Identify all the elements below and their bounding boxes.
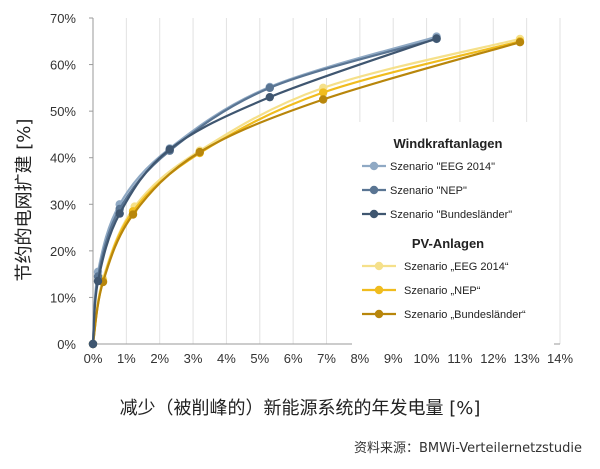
data-point-wind_bl-3 [165,145,174,154]
legend-entry-label: Szenario „Bundesländer“ [404,309,526,321]
legend-box [352,122,554,346]
legend-entry-label: Szenario "NEP" [390,185,467,197]
y-tick-label: 20% [50,244,76,259]
y-tick-label: 50% [50,104,76,119]
x-tick-label: 12% [480,351,506,366]
legend-group-title: Windkraftanlagen [394,136,503,151]
data-point-wind_bl-1 [93,276,103,286]
y-tick-label: 10% [50,290,76,305]
data-point-wind_bl-4 [265,92,274,102]
data-point-wind_nep-4 [265,83,274,93]
x-tick-label: 5% [250,351,269,366]
data-point-pv_bl-3 [195,147,204,157]
x-tick-label: 11% [447,351,472,366]
x-tick-label: 8% [350,351,369,366]
source-note: 资料来源：BMWi-Verteilernetzstudie [354,441,582,456]
x-tick-labels: 0% 1% 2% 3% 4% 5% 6% 7% 8% 9% 10% 11% 12% 13% 14% [84,351,574,366]
data-point-pv_nep-4 [318,88,328,97]
x-tick-label: 14% [547,351,573,366]
legend-swatch-marker [369,209,379,219]
data-point-wind_bl-0 [88,339,98,349]
x-tick-label: 2% [150,351,169,366]
x-tick-label: 10% [414,351,440,366]
legend-swatch-marker [369,161,379,171]
legend-entry-label: Szenario „NEP“ [404,285,481,297]
data-point-wind_bl-5 [432,34,441,43]
x-tick-label: 9% [384,351,403,366]
y-axis-label: 节约的电网扩建 [%] [14,119,35,282]
x-tick-label: 13% [514,351,540,366]
x-tick-label: 7% [317,351,336,366]
y-tick-label: 0% [57,337,76,352]
y-tick-label: 60% [50,58,76,73]
legend-swatch-marker [374,285,384,295]
series-wind_bl [88,34,441,349]
y-tick-label: 30% [50,197,76,212]
legend-swatch-marker [369,185,379,195]
data-point-pv_bl-5 [515,38,525,47]
x-axis-label: 减少（被削峰的）新能源系统的年发电量 [%] [120,398,481,419]
legend-entry-label: Szenario "EEG 2014" [390,161,495,173]
legend-entry-label: Szenario "Bundesländer" [390,209,512,221]
x-tick-label: 1% [117,351,136,366]
data-point-wind_bl-2 [115,209,124,218]
legend-group-title: PV-Anlagen [412,236,484,251]
x-tick-label: 6% [284,351,303,366]
x-tick-label: 3% [184,351,203,366]
series-lines [88,32,525,349]
y-tick-label: 70% [50,11,76,26]
data-point-pv_bl-4 [318,95,328,104]
data-point-pv_bl-2 [128,210,138,219]
legend-swatch-marker [374,261,384,271]
y-tick-labels: 0% 10% 20% 30% 40% 50% 60% 70% [50,11,93,352]
y-tick-label: 40% [50,151,76,166]
legend: Windkraftanlagen Szenario "EEG 2014" Szena… [352,122,554,346]
x-tick-label: 4% [217,351,236,366]
legend-entry-label: Szenario „EEG 2014“ [404,261,509,273]
legend-swatch-marker [374,309,384,319]
x-tick-label: 0% [84,351,103,366]
